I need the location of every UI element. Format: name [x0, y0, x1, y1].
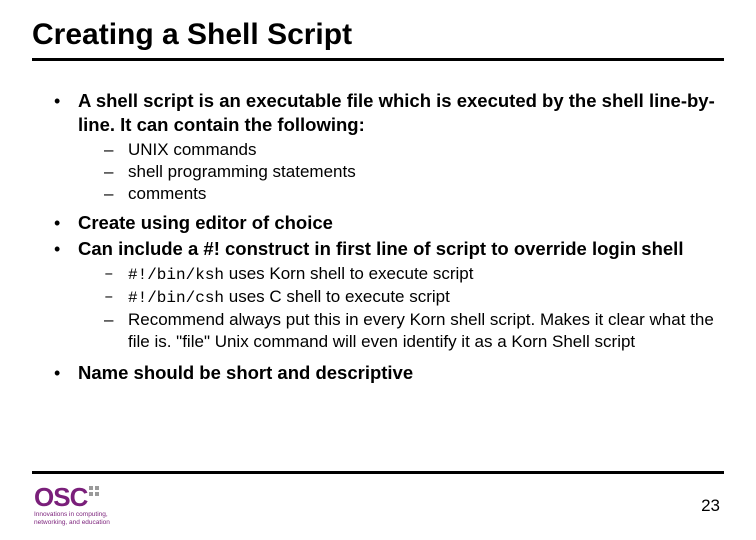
sub-marker: –: [104, 286, 128, 308]
sub-item: – #!/bin/ksh uses Korn shell to execute …: [104, 263, 724, 286]
sub-text: UNIX commands: [128, 139, 724, 161]
sub-marker: –: [104, 183, 128, 205]
sub-text: shell programming statements: [128, 161, 724, 183]
sub-text: #!/bin/csh uses C shell to execute scrip…: [128, 286, 724, 309]
sub-item: – UNIX commands: [104, 139, 724, 161]
logo-tagline: networking, and education: [34, 519, 110, 526]
slide: Creating a Shell Script • A shell script…: [0, 0, 756, 540]
footer-divider: [32, 471, 724, 474]
sub-marker: –: [104, 263, 128, 285]
sub-marker: –: [104, 139, 128, 161]
sub-list: – #!/bin/ksh uses Korn shell to execute …: [50, 263, 724, 353]
plain-text: uses C shell to execute script: [224, 287, 450, 306]
sub-item: – Recommend always put this in every Kor…: [104, 309, 724, 353]
sub-item: – shell programming statements: [104, 161, 724, 183]
sub-item: – comments: [104, 183, 724, 205]
osc-logo: OSC Innovations in computing, networking…: [34, 484, 110, 526]
sub-text: #!/bin/ksh uses Korn shell to execute sc…: [128, 263, 724, 286]
code-text: #!/bin/ksh: [128, 266, 224, 284]
bullet-marker: •: [50, 237, 78, 261]
logo-tagline: Innovations in computing,: [34, 511, 108, 518]
logo-text: OSC: [34, 484, 87, 510]
plain-text: uses Korn shell to execute script: [224, 264, 473, 283]
sub-text: comments: [128, 183, 724, 205]
bullet-text: Create using editor of choice: [78, 211, 724, 235]
bullet-text: A shell script is an executable file whi…: [78, 89, 724, 137]
sub-item: – #!/bin/csh uses C shell to execute scr…: [104, 286, 724, 309]
sub-marker: –: [104, 161, 128, 183]
bullet-marker: •: [50, 361, 78, 385]
bullet-marker: •: [50, 89, 78, 113]
logo-dots-icon: [89, 486, 99, 496]
sub-text: Recommend always put this in every Korn …: [128, 309, 724, 353]
title-divider: [32, 58, 724, 61]
bullet-text: Can include a #! construct in first line…: [78, 237, 724, 261]
slide-title: Creating a Shell Script: [32, 18, 724, 52]
bullet-marker: •: [50, 211, 78, 235]
bullet-item: • Name should be short and descriptive: [50, 361, 724, 385]
slide-content: • A shell script is an executable file w…: [32, 89, 724, 385]
code-text: #!/bin/csh: [128, 289, 224, 307]
logo-mark: OSC: [34, 484, 99, 510]
sub-marker: –: [104, 309, 128, 331]
bullet-item: • Can include a #! construct in first li…: [50, 237, 724, 261]
page-number: 23: [701, 496, 720, 516]
bullet-text: Name should be short and descriptive: [78, 361, 724, 385]
bullet-item: • Create using editor of choice: [50, 211, 724, 235]
bullet-item: • A shell script is an executable file w…: [50, 89, 724, 137]
sub-list: – UNIX commands – shell programming stat…: [50, 139, 724, 205]
